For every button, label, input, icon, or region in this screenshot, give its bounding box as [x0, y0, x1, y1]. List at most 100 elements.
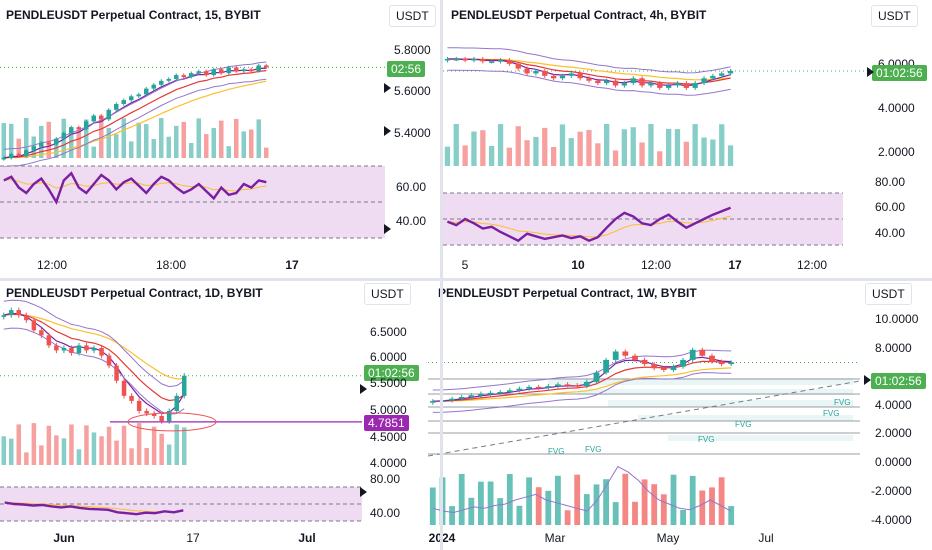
candle	[39, 142, 44, 147]
chart-canvas[interactable]	[428, 281, 932, 550]
currency-label[interactable]: USDT	[871, 5, 918, 27]
volume-bar	[84, 425, 89, 465]
volume-bar	[612, 150, 619, 166]
time-tick: Jul	[758, 531, 774, 545]
candle	[106, 355, 112, 366]
volume-bar	[604, 124, 610, 166]
trend-line	[428, 380, 861, 457]
fvg-zone	[638, 415, 853, 421]
chart-title: PENDLEUSDT Perpetual Contract, 1W, BYBIT	[438, 286, 697, 300]
volume-bar	[648, 124, 654, 166]
candle	[136, 400, 142, 411]
candle	[497, 60, 504, 62]
candle	[480, 59, 486, 62]
candle	[256, 65, 261, 72]
candle	[39, 330, 44, 336]
level-badge: 4.7851	[364, 415, 409, 431]
rsi-signal-line	[447, 215, 731, 238]
candle	[593, 372, 600, 382]
volume-bar	[144, 124, 149, 158]
candle	[632, 355, 638, 360]
candle	[699, 349, 706, 356]
rsi-tick: 60.00	[396, 180, 427, 194]
price-tick: 5.0000	[370, 403, 407, 417]
volume-bar	[471, 131, 477, 166]
price-countdown-badge: 01:02:56	[871, 373, 926, 389]
candle	[564, 384, 571, 386]
candle	[174, 395, 179, 411]
volume-bar	[692, 124, 698, 166]
chart-panel-1d[interactable]: PENDLEUSDT Perpetual Contract, 1D, BYBIT…	[0, 281, 425, 550]
oscillator-bar	[660, 494, 667, 525]
currency-label[interactable]: USDT	[364, 283, 411, 305]
volume-bar	[69, 131, 74, 158]
candle	[516, 388, 523, 391]
candle	[54, 138, 59, 145]
candle	[701, 78, 707, 84]
volume-bar	[114, 440, 119, 465]
chart-panel-1w[interactable]: PENDLEUSDT Perpetual Contract, 1W, BYBIT…	[428, 281, 932, 550]
chart-canvas[interactable]	[443, 0, 932, 278]
volume-bar	[515, 126, 521, 166]
oscillator-bar	[689, 475, 696, 525]
volume-bar	[568, 138, 574, 166]
panel-divider[interactable]	[440, 0, 443, 550]
time-tick: Mar	[544, 531, 566, 545]
candle	[84, 121, 89, 130]
oscillator-bar	[728, 506, 735, 525]
volume-bar	[61, 438, 67, 465]
volume-bar	[39, 445, 44, 465]
volume-bar	[76, 129, 81, 158]
volume-bar	[151, 139, 156, 158]
candle	[680, 359, 686, 367]
candle	[69, 127, 74, 133]
volume-bar	[76, 449, 82, 465]
chart-canvas[interactable]	[0, 281, 425, 550]
chart-canvas[interactable]	[0, 0, 440, 278]
rsi-line	[446, 206, 732, 243]
candle	[526, 386, 532, 389]
rsi-tick: 40.00	[396, 214, 427, 228]
price-tick: 2.0000	[875, 426, 912, 440]
candle	[182, 375, 187, 396]
price-marker	[360, 384, 367, 394]
volume-bar	[151, 426, 157, 465]
volume-bar	[129, 448, 134, 465]
rsi-tick: 40.00	[875, 226, 906, 240]
candle	[458, 397, 465, 399]
oscillator-bar	[622, 473, 629, 525]
currency-label[interactable]: USDT	[389, 5, 436, 27]
candle	[61, 348, 67, 351]
volume-bar	[159, 433, 164, 465]
candle	[226, 67, 231, 74]
volume-bar	[577, 131, 583, 166]
candle	[595, 80, 601, 84]
candle	[497, 392, 504, 394]
volume-bar	[144, 448, 149, 465]
volume-bar	[1, 123, 6, 158]
chart-panel-15m[interactable]: PENDLEUSDT Perpetual Contract, 15, BYBIT…	[0, 0, 440, 278]
candle	[574, 385, 581, 387]
candle	[489, 61, 495, 63]
volume-bar	[166, 444, 172, 465]
candle	[24, 315, 29, 321]
candle	[621, 83, 627, 86]
volume-bar	[559, 124, 566, 166]
fvg-zone	[548, 378, 853, 385]
candle	[211, 69, 216, 76]
candle	[54, 345, 59, 351]
candle	[1, 158, 6, 160]
volume-bar	[136, 423, 142, 465]
candle	[129, 395, 134, 401]
candle	[151, 413, 157, 416]
oscillator-bar	[641, 479, 648, 525]
chart-panel-4h[interactable]: PENDLEUSDT Perpetual Contract, 4h, BYBIT…	[443, 0, 932, 278]
osc-tick: -4.0000	[871, 513, 912, 527]
candle	[181, 75, 186, 77]
volume-bar	[99, 436, 104, 465]
price-marker	[384, 83, 391, 93]
panel-divider[interactable]	[0, 278, 932, 281]
candle	[144, 88, 149, 95]
volume-bar	[234, 118, 239, 158]
currency-label[interactable]: USDT	[865, 283, 912, 305]
